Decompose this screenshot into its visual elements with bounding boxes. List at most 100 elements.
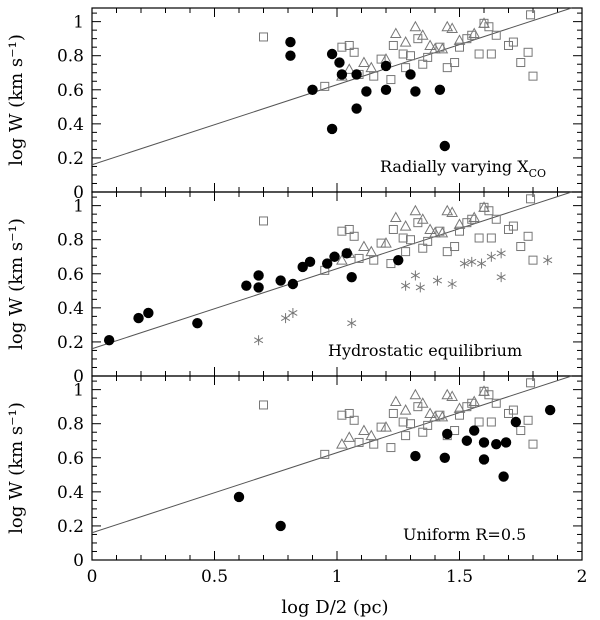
- square-point: [486, 417, 496, 427]
- square-point: [320, 81, 330, 91]
- filled-point: [307, 84, 318, 95]
- square-point: [484, 22, 494, 32]
- filled-point: [346, 271, 357, 283]
- y-tick-label: 0.4: [57, 115, 84, 135]
- triangle-point: [389, 27, 402, 39]
- square-point: [418, 243, 428, 253]
- star-point: [496, 272, 506, 283]
- square-point: [523, 47, 533, 57]
- y-tick-label: 0.8: [57, 231, 84, 251]
- filled-point: [469, 425, 480, 436]
- star-point: [459, 258, 469, 269]
- square-point: [486, 49, 496, 59]
- filled-point: [461, 435, 473, 446]
- filled-point: [380, 60, 392, 72]
- triangle-point: [478, 385, 490, 396]
- square-point: [354, 253, 364, 263]
- filled-point: [405, 69, 416, 80]
- triangle-point: [453, 34, 466, 45]
- square-point: [413, 402, 423, 412]
- star-point: [401, 280, 411, 291]
- filled-point: [329, 251, 340, 262]
- square-point: [406, 235, 415, 245]
- filled-point: [297, 261, 308, 273]
- filled-point: [341, 248, 352, 259]
- triangle-point: [358, 424, 370, 436]
- square-point: [442, 247, 452, 257]
- star-point: [476, 258, 487, 269]
- filled-point: [410, 450, 421, 462]
- square-point: [455, 410, 464, 420]
- square-point: [259, 400, 268, 410]
- y-tick-label: 0.4: [57, 483, 84, 503]
- y-tick-label: 0.2: [57, 517, 84, 537]
- fit-line: [91, 191, 572, 350]
- square-point: [508, 405, 518, 415]
- panel-2: 0 0.2 0.4 0.6 0.8 1: [57, 191, 583, 387]
- x-tick-label: 1.5: [446, 567, 473, 587]
- square-point: [474, 49, 484, 59]
- filled-point: [285, 36, 296, 48]
- triangle-point: [409, 388, 422, 400]
- triangle-point: [409, 204, 422, 216]
- square-point: [491, 398, 501, 408]
- x-axis-title: log D/2 (pc): [281, 597, 388, 618]
- square-point: [398, 417, 408, 427]
- square-point: [344, 40, 354, 50]
- filled-point: [478, 437, 490, 448]
- square-point: [508, 37, 518, 47]
- square-point: [462, 402, 472, 412]
- square-point: [401, 63, 411, 73]
- square-point: [401, 431, 411, 441]
- triangle-point: [336, 438, 348, 449]
- triangle-point: [365, 245, 378, 257]
- filled-point: [361, 86, 372, 97]
- triangle-point: [389, 211, 402, 223]
- square-point: [442, 63, 452, 73]
- filled-point: [326, 123, 338, 135]
- star-point: [543, 255, 553, 266]
- filled-point: [322, 258, 333, 269]
- square-point: [344, 224, 354, 234]
- y-tick-label: 1: [73, 381, 84, 401]
- square-point: [337, 226, 347, 236]
- filled-point: [143, 307, 154, 319]
- square-point: [398, 49, 408, 59]
- star-point: [288, 307, 298, 318]
- square-point: [349, 47, 359, 57]
- filled-point: [544, 404, 556, 416]
- square-point: [504, 224, 513, 234]
- star-point: [467, 256, 477, 267]
- star-point: [447, 279, 457, 289]
- star-point: [347, 318, 357, 329]
- filled-point: [285, 50, 296, 61]
- square-point: [523, 415, 533, 425]
- filled-point: [380, 84, 392, 95]
- fit-line: [91, 7, 572, 166]
- filled-point: [410, 86, 421, 97]
- y-tick-label: 0.6: [57, 81, 84, 101]
- square-point: [423, 236, 433, 246]
- square-point: [450, 242, 460, 252]
- square-point: [349, 415, 359, 425]
- y-axis-title-2: log W (km s⁻¹): [6, 218, 27, 350]
- panel-1: 0 0.2 0.4 0.6 0.8 1: [57, 7, 583, 203]
- panel-1-label: Radially varying XCO: [380, 157, 546, 180]
- square-point: [413, 34, 423, 44]
- square-point: [320, 449, 330, 459]
- y-axis-title-1: log W (km s⁻¹): [6, 34, 27, 166]
- triangle-point: [343, 63, 356, 74]
- triangle-point: [416, 397, 429, 408]
- square-point: [523, 231, 533, 241]
- triangle-point: [441, 20, 454, 32]
- square-point: [423, 420, 433, 430]
- square-point: [423, 52, 433, 62]
- filled-point: [326, 48, 338, 60]
- y-axis-title-3: log W (km s⁻¹): [6, 402, 27, 534]
- square-point: [406, 419, 415, 429]
- y-tick-label: 0: [73, 551, 84, 571]
- triangle-point: [453, 402, 466, 413]
- filled-point: [103, 335, 115, 346]
- triangle-point: [446, 206, 458, 217]
